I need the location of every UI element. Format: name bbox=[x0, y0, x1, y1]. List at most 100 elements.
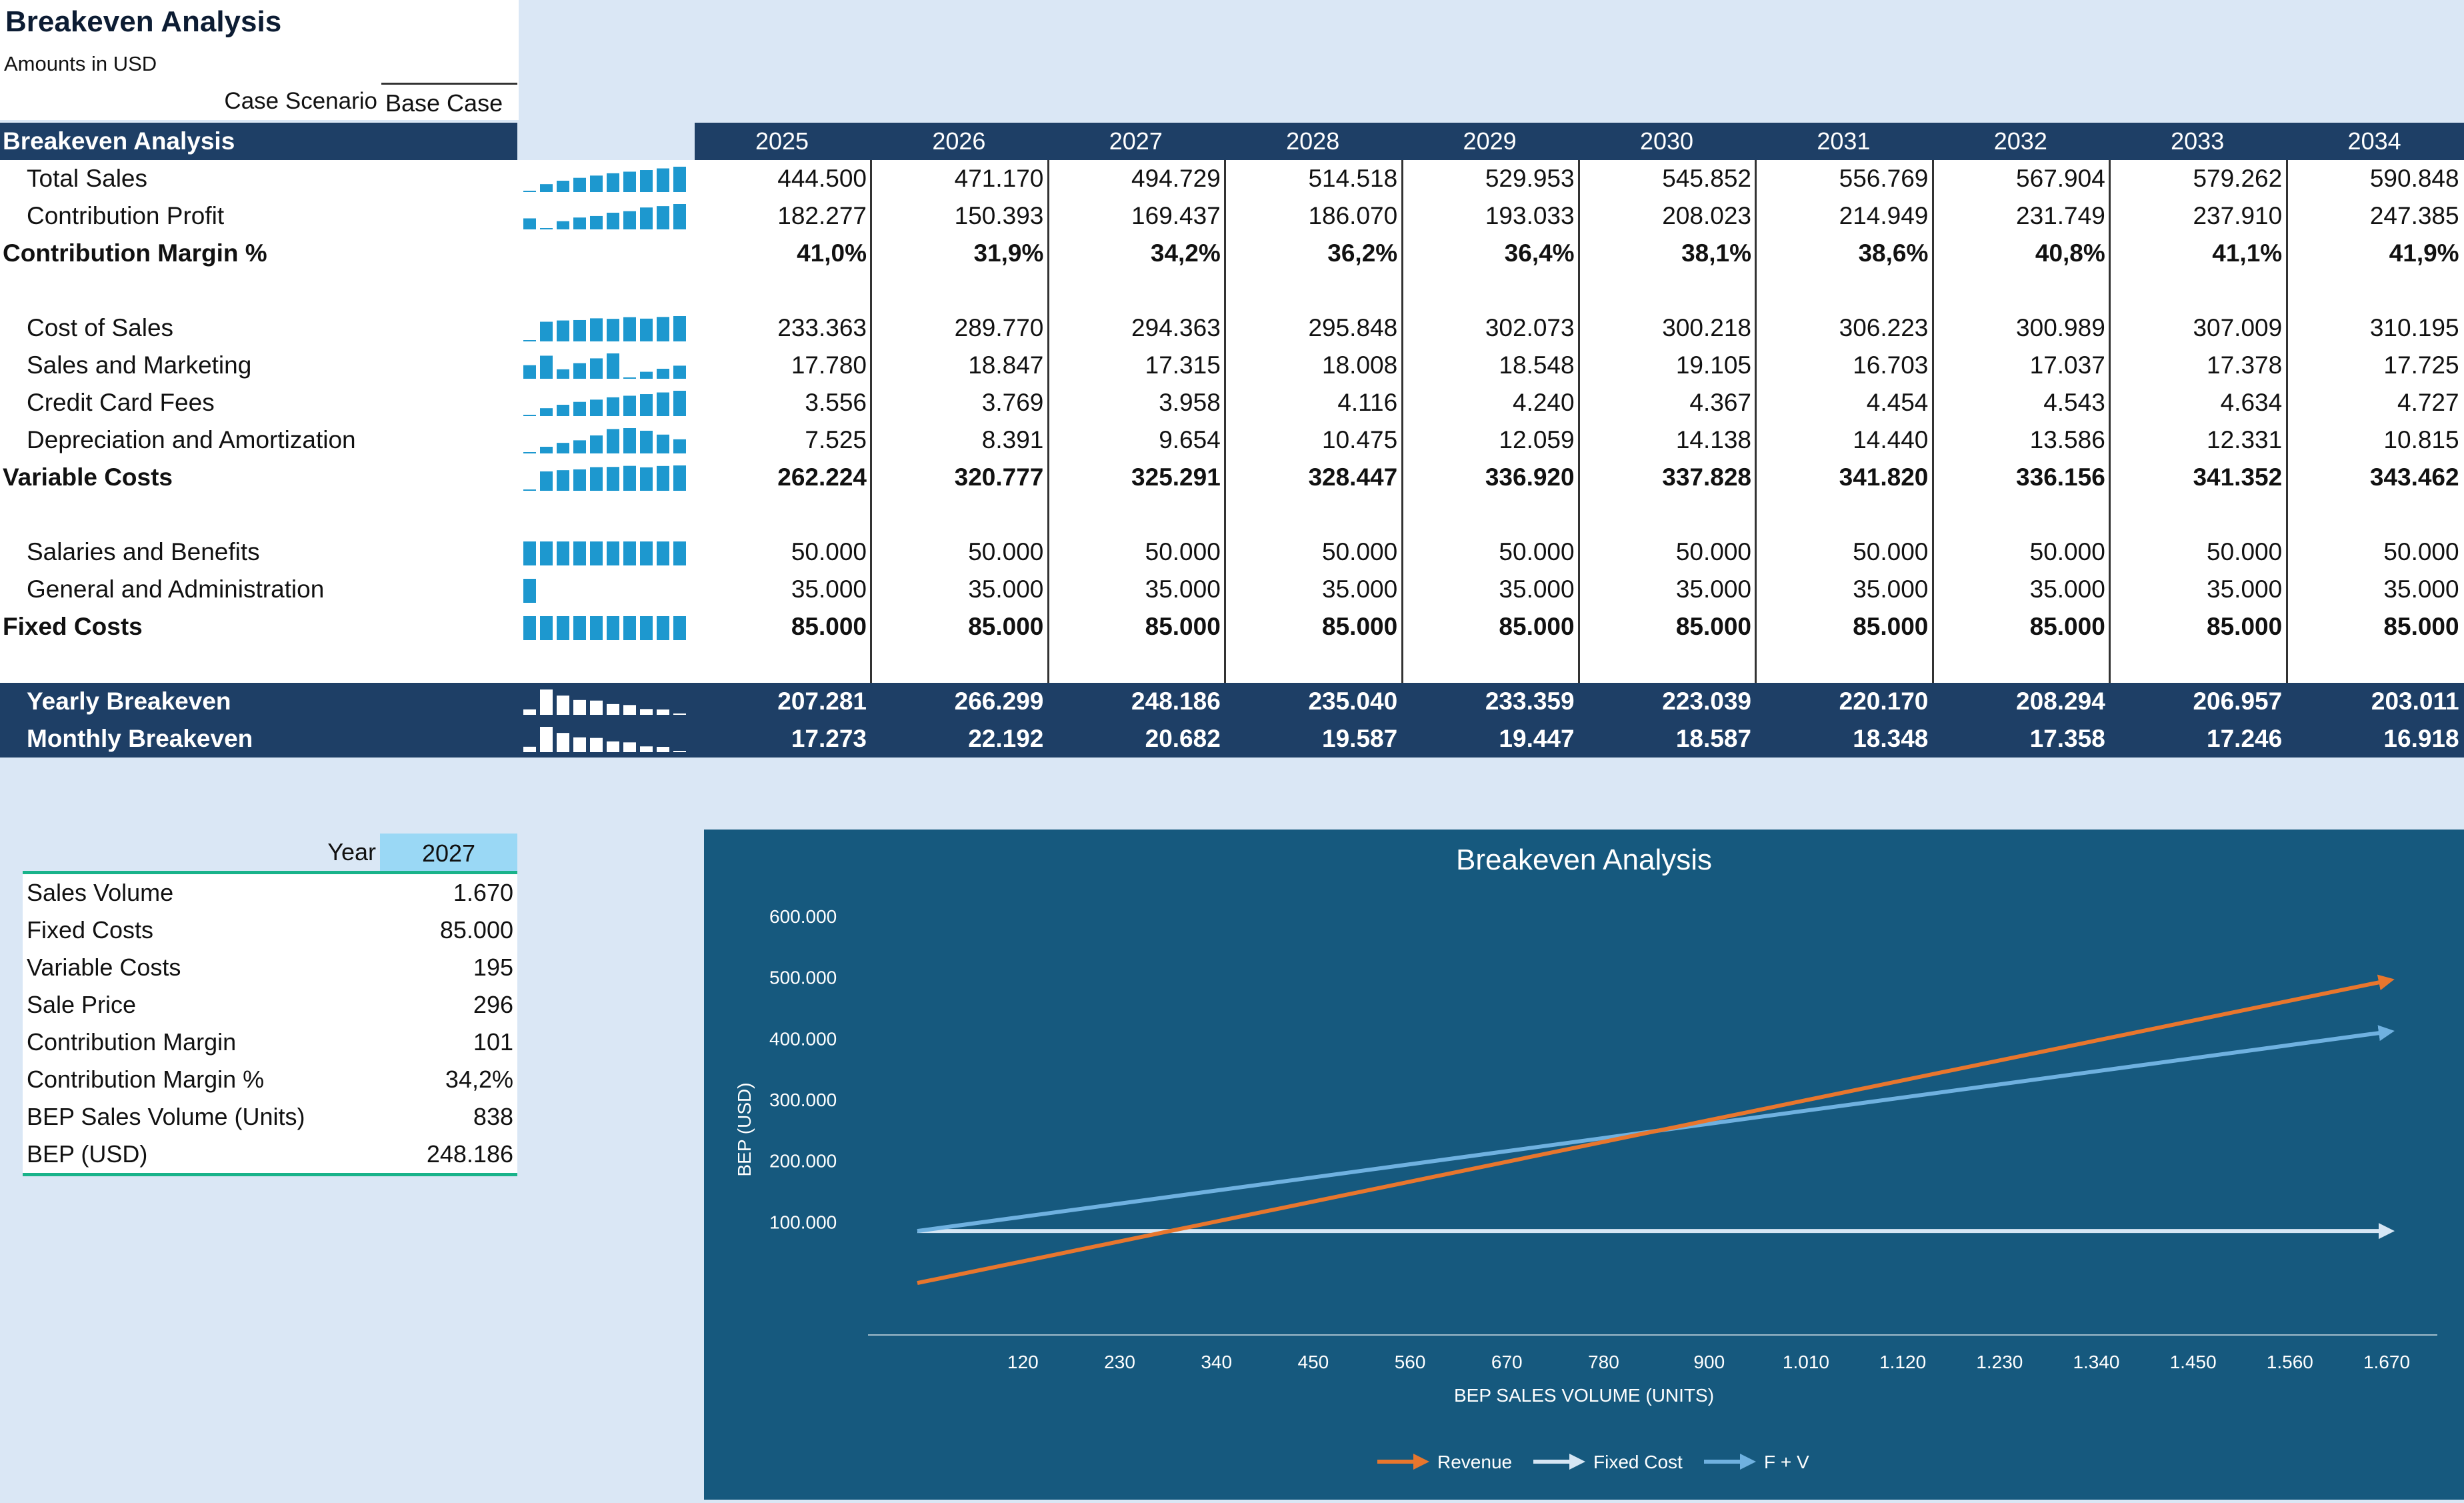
sparkline bbox=[521, 463, 688, 492]
row-label: Contribution Profit bbox=[27, 202, 225, 229]
sparkline-bar bbox=[540, 616, 553, 640]
value-cell: 17.358 bbox=[2029, 725, 2105, 752]
summary-label: Sale Price bbox=[27, 991, 137, 1018]
case-scenario-select[interactable]: Base Case bbox=[381, 83, 517, 119]
sparkline-bar bbox=[673, 391, 686, 416]
value-cell: 4.454 bbox=[1866, 389, 1929, 416]
sparkline-bar bbox=[623, 377, 636, 379]
value-cell: 17.246 bbox=[2207, 725, 2283, 752]
summary-top-border bbox=[23, 871, 517, 874]
value-cell: 4.727 bbox=[2397, 389, 2459, 416]
value-cell: 208.023 bbox=[1662, 202, 1751, 229]
sparkline-bar bbox=[623, 395, 636, 416]
sparkline-bar bbox=[623, 541, 636, 565]
value-cell: 3.769 bbox=[981, 389, 1044, 416]
sparkline-bar bbox=[657, 317, 669, 341]
row-label: Contribution Margin % bbox=[3, 239, 267, 267]
summary-row: Fixed Costs 85.000 bbox=[23, 912, 517, 949]
sparkline-bar bbox=[640, 541, 653, 565]
value-cell: 85.000 bbox=[1145, 613, 1221, 640]
value-cell: 20.682 bbox=[1145, 725, 1221, 752]
sparkline-bar bbox=[523, 452, 536, 453]
row-label: Total Sales bbox=[27, 165, 147, 192]
column-divider bbox=[1047, 160, 1049, 683]
value-cell: 10.815 bbox=[2383, 426, 2459, 453]
value-cell: 14.138 bbox=[1675, 426, 1751, 453]
sparkline-bar bbox=[640, 207, 653, 229]
sparkline-bar bbox=[607, 319, 619, 341]
row-label: Fixed Costs bbox=[3, 613, 143, 640]
sparkline-bar bbox=[557, 695, 569, 715]
value-cell: 310.195 bbox=[2369, 314, 2459, 341]
y-tick-label: 400.000 bbox=[769, 1028, 837, 1049]
value-cell: 206.957 bbox=[2193, 687, 2283, 715]
value-cell: 4.634 bbox=[2220, 389, 2283, 416]
value-cell: 336.920 bbox=[1485, 463, 1575, 491]
sparkline-bar bbox=[523, 415, 536, 416]
sparkline bbox=[521, 313, 688, 343]
value-cell: 4.543 bbox=[2043, 389, 2105, 416]
sparkline-bar bbox=[623, 428, 636, 453]
sparkline-bar bbox=[623, 616, 636, 640]
value-cell: 514.518 bbox=[1308, 165, 1398, 192]
summary-row: Sale Price 296 bbox=[23, 986, 517, 1024]
sparkline-bar bbox=[673, 365, 686, 379]
sparkline-bar bbox=[540, 355, 553, 379]
revenue-line bbox=[917, 974, 2395, 1286]
sparkline-bar bbox=[573, 737, 586, 752]
variable-costs-sparkline bbox=[523, 465, 686, 491]
sparkline bbox=[521, 388, 688, 417]
value-cell: 8.391 bbox=[981, 426, 1044, 453]
summary-year-select[interactable]: 2027 bbox=[380, 834, 517, 871]
value-cell: 19.587 bbox=[1322, 725, 1398, 752]
sparkline-bar bbox=[607, 541, 619, 565]
y-tick-label: 500.000 bbox=[769, 968, 837, 988]
header-gap bbox=[517, 123, 695, 160]
value-cell: 31,9% bbox=[973, 239, 1044, 267]
summary-value: 85.000 bbox=[439, 916, 513, 944]
value-cell: 17.315 bbox=[1145, 351, 1221, 379]
page-subtitle: Amounts in USD bbox=[4, 52, 157, 75]
value-cell: 50.000 bbox=[1853, 538, 1929, 565]
value-cell: 529.953 bbox=[1485, 165, 1575, 192]
sparkline-bar bbox=[523, 579, 536, 603]
sparkline-bar bbox=[607, 212, 619, 229]
legend-label: Revenue bbox=[1437, 1452, 1512, 1472]
x-tick-label: 1.340 bbox=[2073, 1352, 2119, 1372]
x-tick-label: 230 bbox=[1104, 1352, 1135, 1372]
value-cell: 35.000 bbox=[791, 575, 867, 603]
row-variable-costs: Variable Costs 262.224 320.777 325.291 328.4… bbox=[0, 459, 2464, 496]
summary-label: Variable Costs bbox=[27, 954, 181, 981]
value-cell: 34,2% bbox=[1150, 239, 1221, 267]
summary-label: Contribution Margin % bbox=[27, 1066, 265, 1093]
sales-marketing-sparkline bbox=[523, 353, 686, 379]
value-cell: 193.033 bbox=[1485, 202, 1575, 229]
value-cell: 262.224 bbox=[777, 463, 867, 491]
sparkline-bar bbox=[540, 446, 553, 453]
value-cell: 231.749 bbox=[2016, 202, 2105, 229]
value-cell: 38,1% bbox=[1681, 239, 1751, 267]
sparkline-bar bbox=[607, 429, 619, 453]
sparkline-bar bbox=[573, 541, 586, 565]
value-cell: 85.000 bbox=[2029, 613, 2105, 640]
value-cell: 35.000 bbox=[1145, 575, 1221, 603]
value-cell: 50.000 bbox=[1499, 538, 1575, 565]
summary-value: 296 bbox=[473, 991, 513, 1018]
sparkline-bar bbox=[607, 353, 619, 379]
year-header-2030: 2030 bbox=[1639, 127, 1694, 155]
value-cell: 556.769 bbox=[1839, 165, 1929, 192]
value-cell: 266.299 bbox=[954, 687, 1044, 715]
sparkline-bar bbox=[640, 616, 653, 640]
column-divider bbox=[1401, 160, 1403, 683]
sparkline-bar bbox=[540, 471, 553, 491]
general-admin-sparkline bbox=[523, 579, 536, 603]
legend-label: Fixed Cost bbox=[1593, 1452, 1683, 1472]
blank-row bbox=[0, 645, 2464, 683]
sparkline-bar bbox=[557, 221, 569, 229]
year-header-2032: 2032 bbox=[1993, 127, 2047, 155]
sparkline-bar bbox=[590, 700, 603, 715]
row-label: Yearly Breakeven bbox=[27, 687, 231, 715]
x-tick-label: 1.450 bbox=[2170, 1352, 2217, 1372]
sparkline-bar bbox=[557, 369, 569, 379]
value-cell: 85.000 bbox=[2207, 613, 2283, 640]
